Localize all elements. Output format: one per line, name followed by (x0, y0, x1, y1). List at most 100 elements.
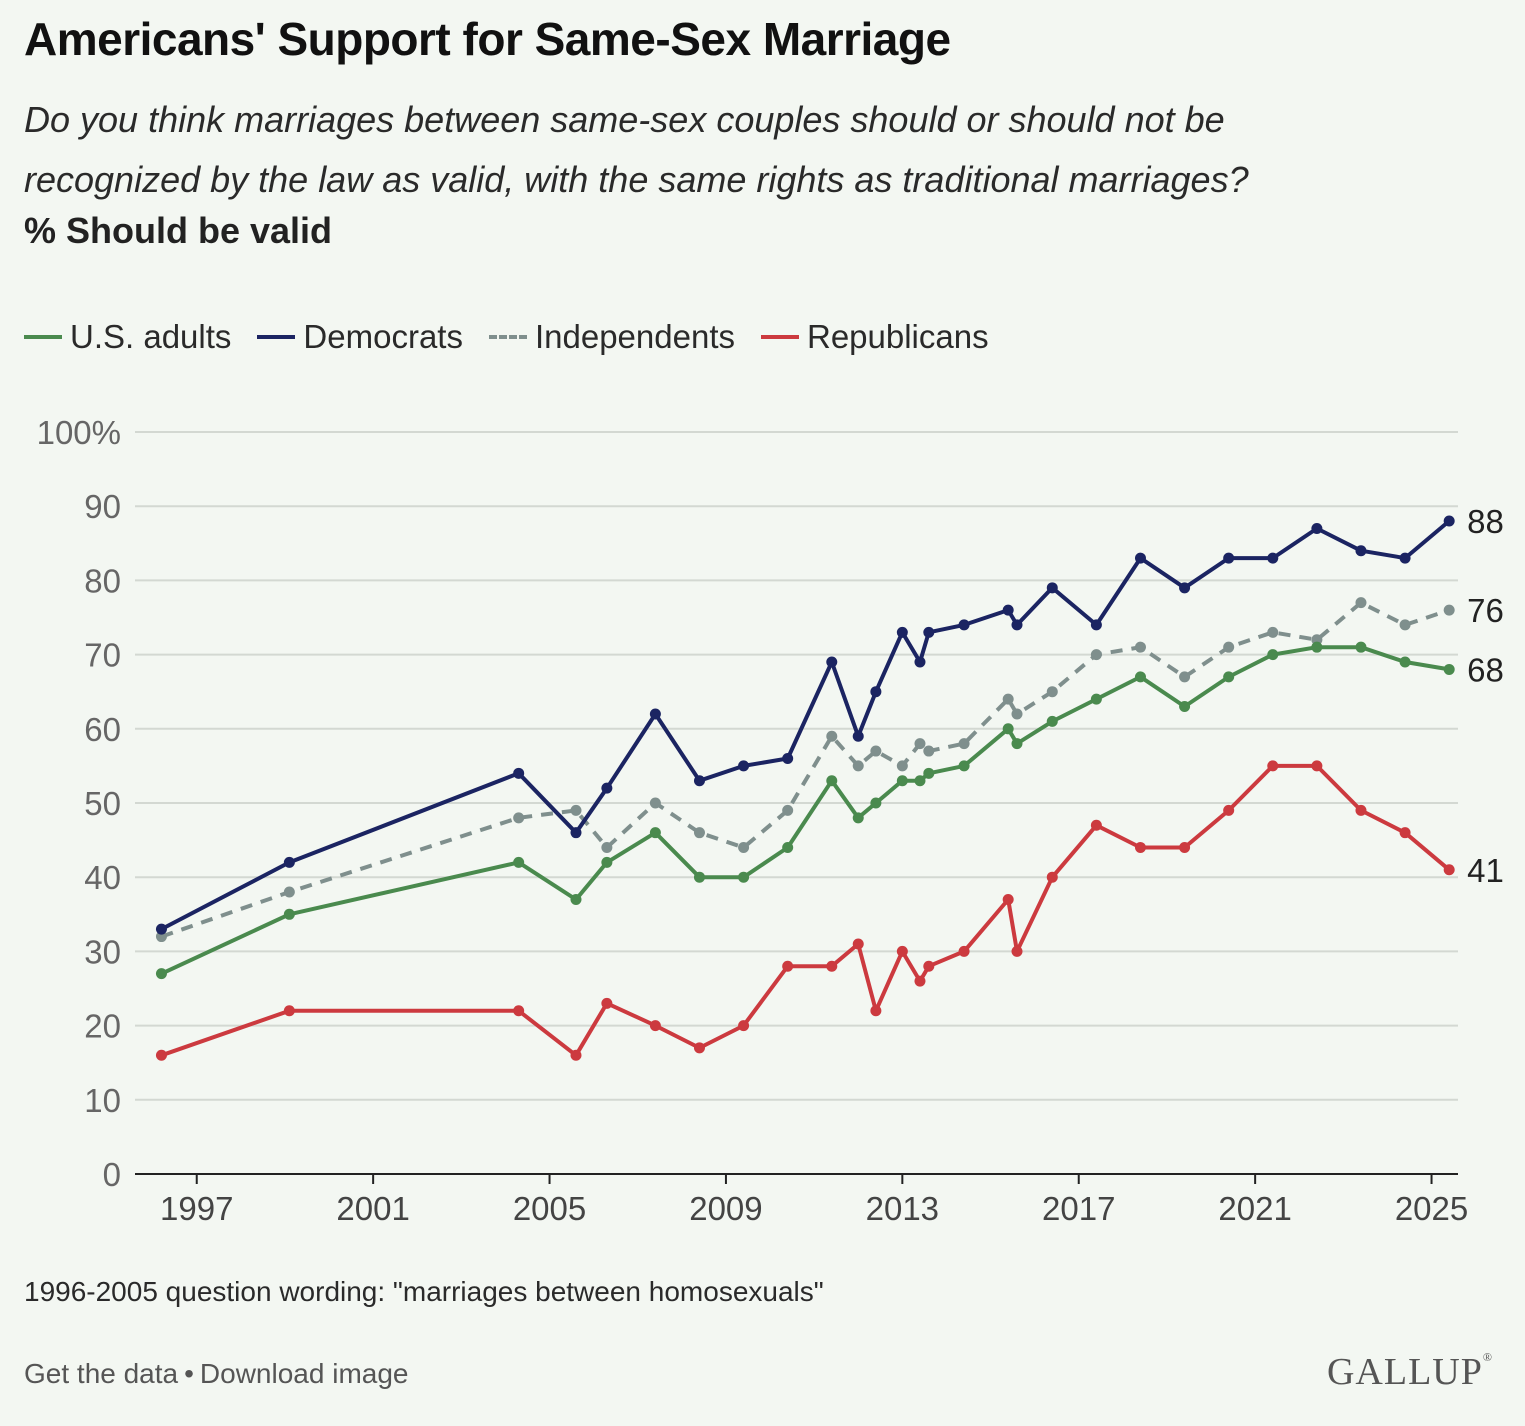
data-point-u-s-adults-4 (601, 856, 613, 868)
data-point-democrats-23 (1267, 552, 1279, 564)
data-point-republicans-6 (693, 1042, 705, 1054)
data-point-independents-1 (283, 886, 295, 898)
end-label-democrats: 88 (1467, 503, 1504, 540)
legend-swatch-democrats (257, 335, 296, 339)
data-point-u-s-adults-18 (1046, 715, 1058, 727)
data-point-independents-13 (914, 738, 926, 750)
data-point-democrats-6 (693, 775, 705, 787)
data-point-democrats-22 (1223, 552, 1235, 564)
data-point-democrats-4 (601, 782, 613, 794)
data-point-republicans-11 (870, 1005, 882, 1017)
series-line-republicans (160, 763, 1451, 1058)
data-point-republicans-22 (1223, 804, 1235, 816)
data-point-democrats-1 (283, 856, 295, 868)
data-point-democrats-15 (958, 619, 970, 631)
data-point-democrats-3 (570, 827, 582, 839)
data-point-independents-23 (1267, 626, 1279, 638)
data-point-republicans-21 (1179, 842, 1191, 854)
subtitle-line-2: recognized by the law as valid, with the… (24, 159, 1249, 200)
data-point-independents-22 (1223, 641, 1235, 653)
data-point-democrats-17 (1011, 619, 1023, 631)
data-point-republicans-5 (649, 1020, 661, 1032)
y-tick-label-80: 80 (84, 562, 121, 599)
get-the-data-link[interactable]: Get the data (24, 1358, 179, 1389)
x-tick-label-2017: 2017 (1042, 1190, 1115, 1227)
data-point-republicans-0 (155, 1049, 167, 1061)
data-point-u-s-adults-16 (1002, 723, 1014, 735)
data-point-u-s-adults-5 (649, 827, 661, 839)
data-point-democrats-0 (155, 923, 167, 935)
data-point-independents-2 (513, 812, 525, 824)
data-point-u-s-adults-19 (1090, 693, 1102, 705)
data-point-democrats-9 (826, 656, 838, 668)
data-point-republicans-20 (1134, 842, 1146, 854)
data-point-republicans-23 (1267, 760, 1279, 772)
y-tick-label-90: 90 (84, 488, 121, 525)
data-point-republicans-2 (513, 1005, 525, 1017)
download-image-link[interactable]: Download image (199, 1358, 409, 1389)
data-point-u-s-adults-6 (693, 871, 705, 883)
data-point-democrats-26 (1399, 552, 1411, 564)
data-point-u-s-adults-12 (896, 775, 908, 787)
data-point-u-s-adults-10 (852, 812, 864, 824)
legend-item-democrats: Democrats (257, 318, 463, 356)
data-point-republicans-16 (1002, 893, 1014, 905)
data-point-democrats-8 (782, 752, 794, 764)
y-tick-label-40: 40 (84, 859, 121, 896)
subtitle-line-1: Do you think marriages between same-sex … (24, 99, 1225, 140)
data-point-u-s-adults-14 (923, 767, 935, 779)
data-point-democrats-11 (870, 686, 882, 698)
data-point-independents-3 (570, 804, 582, 816)
gallup-logo: GALLUP® (1326, 1350, 1493, 1393)
data-point-u-s-adults-20 (1134, 671, 1146, 683)
legend-item-republicans: Republicans (760, 318, 989, 356)
x-tick-label-2001: 2001 (336, 1190, 409, 1227)
data-point-democrats-2 (513, 767, 525, 779)
line-chart: 100% 90 80 70 60 50 40 30 20 10 0 1997 2001 2005 2009 2… (37, 414, 1504, 1227)
data-point-republicans-10 (852, 938, 864, 950)
data-point-republicans-19 (1090, 819, 1102, 831)
data-point-u-s-adults-15 (958, 760, 970, 772)
data-point-republicans-12 (896, 945, 908, 957)
data-point-independents-20 (1134, 641, 1146, 653)
data-point-republicans-15 (958, 945, 970, 957)
end-label-u-s-adults: 68 (1467, 651, 1504, 688)
data-point-independents-16 (1002, 693, 1014, 705)
data-point-republicans-27 (1443, 864, 1455, 876)
data-point-independents-26 (1399, 619, 1411, 631)
data-point-democrats-5 (649, 708, 661, 720)
data-point-u-s-adults-26 (1399, 656, 1411, 668)
data-point-independents-4 (601, 842, 613, 854)
series-line-u-s-adults (160, 645, 1450, 976)
question-wording-note: 1996-2005 question wording: "marriages b… (24, 1276, 824, 1307)
x-tick-label-2009: 2009 (689, 1190, 762, 1227)
legend-swatch-us-adults (24, 335, 62, 339)
data-point-independents-5 (649, 797, 661, 809)
data-point-republicans-3 (570, 1049, 582, 1061)
y-tick-label-30: 30 (84, 933, 121, 970)
data-point-independents-25 (1355, 597, 1367, 609)
data-point-u-s-adults-23 (1267, 649, 1279, 661)
data-point-u-s-adults-0 (155, 968, 167, 980)
chart-title: Americans' Support for Same-Sex Marriage (24, 13, 951, 65)
data-point-u-s-adults-11 (870, 797, 882, 809)
data-point-republicans-25 (1355, 804, 1367, 816)
data-point-republicans-26 (1399, 827, 1411, 839)
data-point-democrats-25 (1355, 545, 1367, 557)
data-point-independents-10 (852, 760, 864, 772)
data-point-independents-6 (693, 827, 705, 839)
y-tick-label-70: 70 (84, 637, 121, 674)
data-point-independents-12 (896, 760, 908, 772)
data-point-democrats-14 (923, 626, 935, 638)
data-point-independents-9 (826, 730, 838, 742)
y-tick-label-100: 100% (37, 414, 121, 451)
data-point-republicans-7 (738, 1020, 750, 1032)
legend-label-republicans: Republicans (806, 318, 989, 355)
data-point-democrats-24 (1311, 522, 1323, 534)
data-point-u-s-adults-17 (1011, 738, 1023, 750)
data-point-republicans-9 (826, 960, 838, 972)
chart-footer: Get the data • Download image (24, 1358, 409, 1390)
legend-swatch-independents (488, 335, 527, 339)
measure-label: % Should be valid (24, 210, 333, 251)
data-point-independents-11 (870, 745, 882, 757)
